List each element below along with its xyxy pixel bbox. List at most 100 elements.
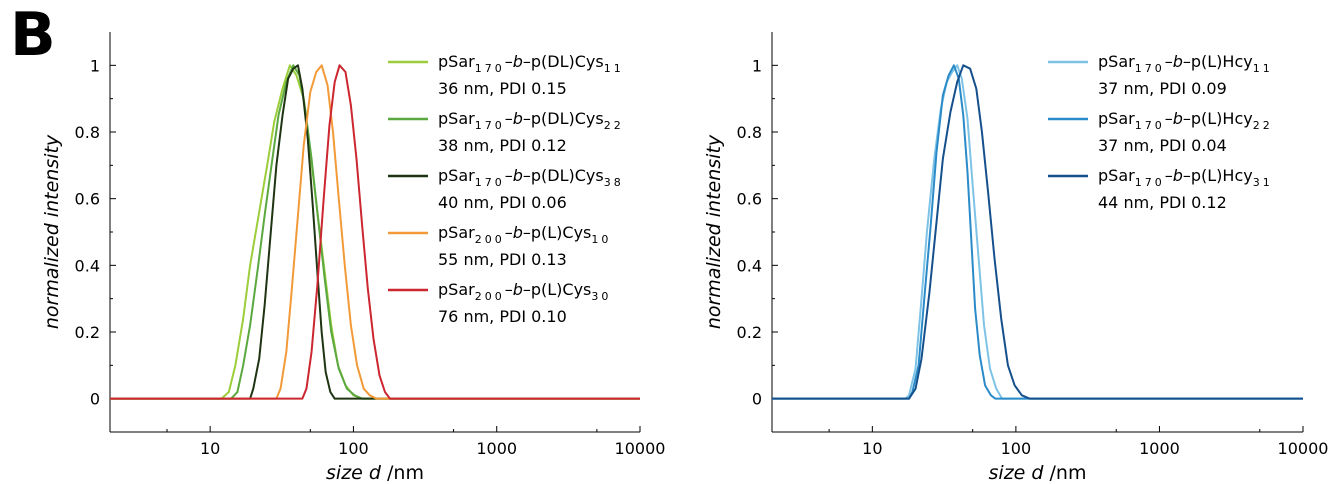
legend-label-part: pSar xyxy=(438,52,475,71)
legend-label-part: 31 xyxy=(1253,176,1273,189)
x-tick-label: 1000 xyxy=(1139,439,1180,458)
y-tick-label: 0.6 xyxy=(737,190,762,209)
y-tick-label: 0 xyxy=(90,390,100,409)
x-axis-label-italic: size d xyxy=(326,462,382,484)
legend-label-part: b xyxy=(513,166,523,185)
legend-label-part: 38 xyxy=(604,176,624,189)
x-tick-label: 100 xyxy=(1001,439,1032,458)
x-axis-label-italic: size d xyxy=(989,462,1045,484)
legend-label-part: – xyxy=(505,166,513,185)
y-tick-label: 0.4 xyxy=(75,256,100,275)
legend-stat: 40 nm, PDI 0.06 xyxy=(438,193,567,212)
legend-stat: 38 nm, PDI 0.12 xyxy=(438,136,567,155)
x-axis-label-unit: /nm xyxy=(381,462,424,484)
legend-stat: 37 nm, PDI 0.09 xyxy=(1098,79,1227,98)
legend-label: pSar170–b–p(DL)Cys11 xyxy=(438,52,624,75)
x-axis-label-unit: /nm xyxy=(1043,462,1086,484)
legend-label-part: 170 xyxy=(475,62,505,75)
y-tick-label: 0.8 xyxy=(75,123,100,142)
legend-label-part: – xyxy=(1165,166,1173,185)
legend-label-part: –p(L)Hcy xyxy=(1183,166,1253,185)
legend-label-part: pSar xyxy=(438,166,475,185)
legend-label-part: pSar xyxy=(438,223,475,242)
legend-label-part: pSar xyxy=(438,280,475,299)
series-line xyxy=(772,64,1303,400)
legend-label-part: 170 xyxy=(1135,62,1165,75)
legend-label-part: 22 xyxy=(604,119,624,132)
x-tick-label: 10000 xyxy=(615,439,666,458)
legend-label-part: b xyxy=(513,223,523,242)
legend-label: pSar170–b–p(L)Hcy11 xyxy=(1098,52,1273,75)
x-axis-label: size d /nm xyxy=(989,462,1087,484)
y-tick-label: 0 xyxy=(752,390,762,409)
legend-label-part: 200 xyxy=(475,233,505,246)
legend-label-part: –p(L)Cys xyxy=(523,280,592,299)
legend-label-part: pSar xyxy=(1098,52,1135,71)
x-tick-label: 100 xyxy=(338,439,369,458)
chart-right: 0 0.2 0.4 0.6 0.8 1 10 100 1000 10000 size d /nm no… xyxy=(703,32,1328,484)
legend-label-part: 170 xyxy=(475,119,505,132)
legend-label-part: pSar xyxy=(1098,109,1135,128)
legend-label: pSar170–b–p(DL)Cys38 xyxy=(438,166,624,189)
legend-stat: 37 nm, PDI 0.04 xyxy=(1098,136,1227,155)
legend-stat: 44 nm, PDI 0.12 xyxy=(1098,193,1227,212)
legend-label-part: b xyxy=(513,280,523,299)
y-tick-label: 1 xyxy=(752,56,762,75)
legend-label-part: –p(L)Hcy xyxy=(1183,52,1253,71)
series-line xyxy=(110,64,640,400)
y-tick-label: 0.6 xyxy=(75,190,100,209)
legend-label-part: – xyxy=(1165,52,1173,71)
legend-label-part: –p(DL)Cys xyxy=(523,52,604,71)
legend-label-part: b xyxy=(513,109,523,128)
legend-label: pSar200–b–p(L)Cys30 xyxy=(438,280,611,303)
x-tick-label: 1000 xyxy=(476,439,517,458)
legend-label: pSar170–b–p(L)Hcy22 xyxy=(1098,109,1273,132)
legend-label-part: 30 xyxy=(591,290,611,303)
legend-label-part: 170 xyxy=(1135,119,1165,132)
legend-label-part: –p(L)Cys xyxy=(523,223,592,242)
legend-stat: 55 nm, PDI 0.13 xyxy=(438,250,567,269)
legend-label-part: b xyxy=(1173,166,1183,185)
legend-label-part: b xyxy=(1173,52,1183,71)
series-line xyxy=(110,64,640,400)
legend-label-part: pSar xyxy=(438,109,475,128)
legend-label-part: pSar xyxy=(1098,166,1135,185)
panel-letter: B xyxy=(10,0,56,70)
y-axis-label: normalized intensity xyxy=(703,134,725,329)
y-tick-label: 0.2 xyxy=(737,323,762,342)
legend-label-part: 170 xyxy=(1135,176,1165,189)
legend-label-part: 11 xyxy=(604,62,624,75)
y-tick-label: 0.8 xyxy=(737,123,762,142)
legend-label: pSar200–b–p(L)Cys10 xyxy=(438,223,611,246)
legend-label-part: 10 xyxy=(591,233,611,246)
legend-label-part: 200 xyxy=(475,290,505,303)
legend-label: pSar170–b–p(DL)Cys22 xyxy=(438,109,624,132)
chart-left: 0 0.2 0.4 0.6 0.8 1 10 100 1000 10000 size d /nm no… xyxy=(41,32,665,484)
x-axis-label: size d /nm xyxy=(326,462,424,484)
legend-label-part: – xyxy=(1165,109,1173,128)
y-tick-label: 1 xyxy=(90,56,100,75)
y-axis-label: normalized intensity xyxy=(41,134,63,329)
legend-label-part: 22 xyxy=(1253,119,1273,132)
x-tick-label: 10 xyxy=(862,439,882,458)
series-line xyxy=(110,64,640,400)
y-tick-label: 0.2 xyxy=(75,323,100,342)
legend-label-part: – xyxy=(505,223,513,242)
x-tick-label: 10 xyxy=(200,439,220,458)
legend-stat: 76 nm, PDI 0.10 xyxy=(438,307,567,326)
legend-label-part: –p(DL)Cys xyxy=(523,109,604,128)
legend-label-part: – xyxy=(505,52,513,71)
series-line xyxy=(772,64,1303,400)
legend-label-part: – xyxy=(505,109,513,128)
legend-label-part: b xyxy=(513,52,523,71)
legend-label-part: 170 xyxy=(475,176,505,189)
x-tick-label: 10000 xyxy=(1278,439,1329,458)
y-tick-label: 0.4 xyxy=(737,256,762,275)
legend-label-part: 11 xyxy=(1253,62,1273,75)
series-line xyxy=(110,64,640,400)
legend-label-part: b xyxy=(1173,109,1183,128)
legend-label: pSar170–b–p(L)Hcy31 xyxy=(1098,166,1273,189)
legend-label-part: –p(L)Hcy xyxy=(1183,109,1253,128)
legend-label-part: – xyxy=(505,280,513,299)
